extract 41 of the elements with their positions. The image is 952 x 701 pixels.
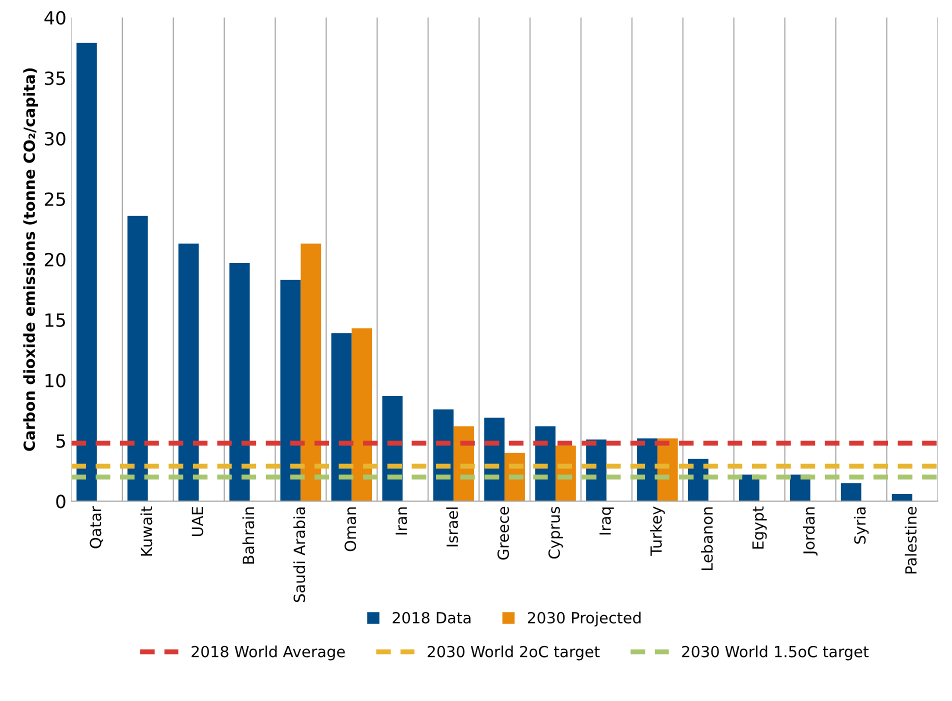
y-tick-label: 25 xyxy=(44,192,65,206)
y-axis-title: Carbon dioxide emissions (tonne CO₂/capita) xyxy=(23,68,38,451)
x-tick-label: Egypt xyxy=(752,506,767,549)
y-tick-label: 0 xyxy=(56,494,66,508)
bar xyxy=(300,244,322,502)
x-tick-label: Iran xyxy=(396,507,408,534)
legend-label: 2030 Projected xyxy=(528,612,641,626)
x-tick-label: Iraq xyxy=(600,507,614,534)
x-tick-label: Qatar xyxy=(90,506,104,548)
legend-label: 2030 World 1.5oC target xyxy=(682,646,869,660)
y-tick-label: 30 xyxy=(44,132,66,146)
y-tick-label: 10 xyxy=(46,374,66,388)
x-tick-label: Cyprus xyxy=(548,506,563,559)
legend-label: 2030 World 2oC target xyxy=(428,646,600,660)
x-tick-label: Greece xyxy=(497,506,509,560)
y-tick-label: 5 xyxy=(56,434,65,448)
x-tick-label: Bahrain xyxy=(242,507,254,564)
bar xyxy=(76,42,97,502)
y-tick-label: 15 xyxy=(46,314,65,327)
x-tick-label: Palestine xyxy=(904,506,917,574)
legend-label: 2018 World Average xyxy=(192,646,345,660)
x-tick-label: UAE xyxy=(192,507,204,536)
legend-label: 2018 Data xyxy=(392,612,470,624)
y-tick-label: 40 xyxy=(44,10,66,25)
bar xyxy=(280,280,301,502)
bar xyxy=(229,263,250,502)
bar xyxy=(178,244,199,502)
x-tick-label: Syria xyxy=(854,507,869,544)
x-tick-label: Israel xyxy=(446,508,458,546)
bar xyxy=(127,216,148,502)
x-tick-label: Oman xyxy=(344,507,356,552)
x-tick-label: Kuwait xyxy=(140,506,152,556)
x-tick-label: Lebanon xyxy=(701,507,713,570)
y-tick-label: 20 xyxy=(44,252,66,266)
x-tick-label: Turkey xyxy=(650,506,665,556)
x-tick-label: Saudi Arabia xyxy=(293,507,306,602)
bar xyxy=(840,483,862,502)
bar xyxy=(352,328,372,502)
x-tick-label: Jordan xyxy=(802,507,818,556)
y-tick-label: 35 xyxy=(44,71,65,86)
bar xyxy=(331,333,352,502)
